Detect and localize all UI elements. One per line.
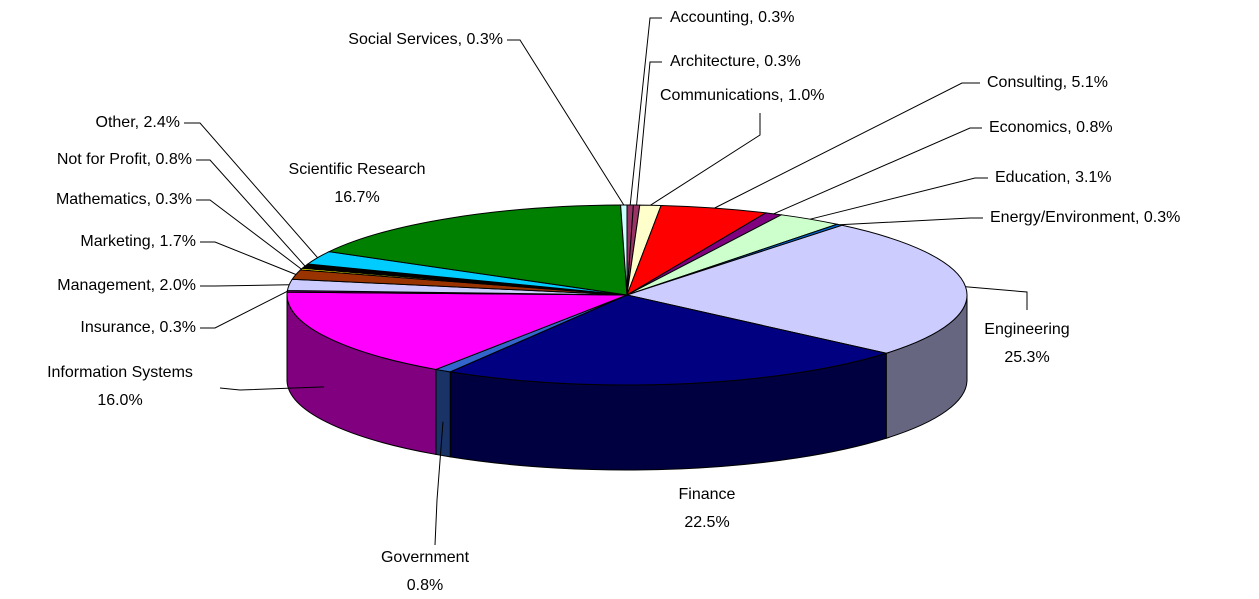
pie-slice <box>448 294 889 386</box>
label-value: 5.1% <box>1072 74 1108 91</box>
pie-slice <box>625 224 968 354</box>
label-category: Other <box>96 114 137 131</box>
label-category: Information Systems <box>47 364 193 381</box>
label-category: Marketing <box>80 233 150 250</box>
pie-side <box>435 368 451 458</box>
data-label: Economics, 0.8% <box>989 119 1113 136</box>
data-label: Not for Profit, 0.8% <box>57 151 192 168</box>
data-label: Communications, 1.0% <box>660 87 825 104</box>
label-category: Accounting <box>670 9 749 26</box>
leader-line <box>965 286 1028 310</box>
label-category: Management <box>57 277 151 294</box>
label-value: 0.3% <box>1144 209 1180 226</box>
label-separator: , <box>1067 119 1076 136</box>
leader-line <box>196 159 306 267</box>
label-value: 0.3% <box>160 319 196 336</box>
label-value: 25.3% <box>1004 349 1049 366</box>
label-value: 0.3% <box>467 31 503 48</box>
label-value: 22.5% <box>684 514 729 531</box>
label-value: 1.7% <box>160 233 196 250</box>
data-label: Consulting, 5.1% <box>987 74 1108 91</box>
leader-line <box>714 82 980 209</box>
label-value: 0.8% <box>156 151 192 168</box>
label-value: 16.0% <box>97 392 142 409</box>
label-value: 3.1% <box>1075 169 1111 186</box>
label-category: Scientific Research <box>289 161 426 178</box>
label-separator: , <box>458 31 467 48</box>
leader-line <box>636 61 662 206</box>
label-separator: , <box>1135 209 1144 226</box>
pie-slice <box>327 204 628 296</box>
data-label: Engineering 25.3% <box>984 321 1069 366</box>
label-category: Finance <box>679 486 736 503</box>
label-category: Architecture <box>670 53 755 70</box>
leader-line <box>507 39 625 206</box>
label-category: Mathematics <box>56 191 147 208</box>
label-value: 0.8% <box>407 577 443 594</box>
leader-line <box>839 217 983 226</box>
label-value: 2.4% <box>144 114 180 131</box>
pie-slice <box>620 204 628 296</box>
leader-line <box>200 241 297 275</box>
label-value: 0.3% <box>156 191 192 208</box>
leader-line <box>196 199 302 270</box>
data-label: Social Services, 0.3% <box>348 31 503 48</box>
data-label: Insurance, 0.3% <box>80 319 196 336</box>
label-separator: , <box>749 9 758 26</box>
leader-line <box>219 386 325 391</box>
label-value: 2.0% <box>160 277 196 294</box>
label-separator: , <box>1066 169 1075 186</box>
pie-slice <box>286 291 628 370</box>
label-separator: , <box>755 53 764 70</box>
data-label: Marketing, 1.7% <box>80 233 196 250</box>
leader-line <box>200 284 290 287</box>
label-separator: , <box>135 114 144 131</box>
leader-line <box>434 421 444 546</box>
label-separator: , <box>147 151 156 168</box>
label-category: Engineering <box>984 321 1069 338</box>
data-label: Other, 2.4% <box>96 114 181 131</box>
data-label: Education, 3.1% <box>995 169 1112 186</box>
label-value: 0.3% <box>764 53 800 70</box>
label-category: Social Services <box>348 31 457 48</box>
label-category: Communications <box>660 87 779 104</box>
data-label: Finance 22.5% <box>679 486 736 531</box>
leader-line <box>200 290 288 329</box>
leader-line <box>650 113 761 206</box>
leader-line <box>629 17 662 206</box>
label-separator: , <box>1063 74 1072 91</box>
label-separator: , <box>147 191 156 208</box>
leader-line <box>809 177 988 220</box>
data-label: Mathematics, 0.3% <box>56 191 192 208</box>
label-value: 16.7% <box>334 189 379 206</box>
label-category: Not for Profit <box>57 151 147 168</box>
label-category: Government <box>381 549 470 566</box>
data-label: Government 0.8% <box>381 549 470 594</box>
data-label: Accounting, 0.3% <box>670 9 795 26</box>
label-category: Economics <box>989 119 1067 136</box>
label-category: Energy/Environment <box>990 209 1136 226</box>
data-label: Information Systems 16.0% <box>47 364 193 409</box>
label-value: 1.0% <box>788 87 824 104</box>
label-separator: , <box>779 87 788 104</box>
data-label: Scientific Research 16.7% <box>289 161 426 206</box>
label-separator: , <box>151 277 160 294</box>
leader-line <box>773 127 982 215</box>
label-separator: , <box>151 319 160 336</box>
label-separator: , <box>151 233 160 250</box>
label-category: Education <box>995 169 1066 186</box>
label-category: Consulting <box>987 74 1063 91</box>
data-label: Architecture, 0.3% <box>670 53 801 70</box>
leader-line <box>184 122 318 259</box>
label-value: 0.3% <box>758 9 794 26</box>
label-value: 0.8% <box>1076 119 1112 136</box>
data-label: Management, 2.0% <box>57 277 196 294</box>
data-label: Energy/Environment, 0.3% <box>990 209 1180 226</box>
label-category: Insurance <box>80 319 150 336</box>
